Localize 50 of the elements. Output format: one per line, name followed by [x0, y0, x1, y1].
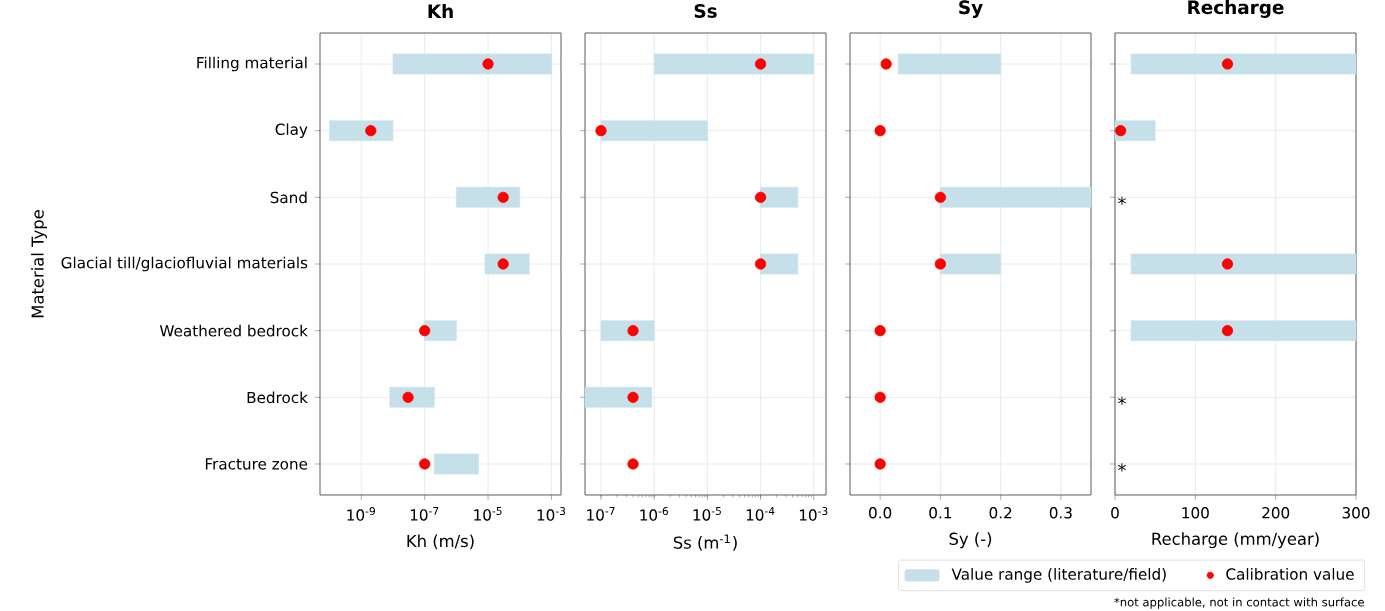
legend-label: Calibration value	[1226, 568, 1354, 580]
legend-label: Value range (literature/field)	[951, 568, 1166, 583]
x-tick-label: 0.1	[929, 507, 952, 519]
x-tick-label: 0	[1111, 507, 1119, 519]
x-tick-label: 0.3	[1049, 507, 1072, 519]
y-tick-label: Clay	[275, 123, 308, 139]
bar	[600, 120, 708, 141]
y-tick-label: Bedrock	[247, 391, 308, 404]
y-tick-label: Glacial till/glaciofluvial materials	[61, 256, 308, 272]
bar	[424, 320, 457, 341]
annotation: *	[1117, 396, 1126, 405]
x-tick-label: 0.2	[989, 507, 1012, 519]
bar	[392, 53, 552, 75]
y-tick-label: Sand	[270, 191, 307, 204]
chart-title: Ss	[694, 4, 717, 18]
y-tick-label: Filling material	[197, 56, 307, 72]
bar	[584, 387, 653, 408]
bar	[329, 120, 394, 141]
x-tick-label: 10$^{-6}$	[640, 507, 668, 521]
x-tick-label: 10$^{-7}$	[410, 507, 439, 521]
x-tick-label: 10$^{-3}$	[799, 507, 828, 521]
y-tick-label: Fracture zone	[205, 458, 308, 470]
y-tick-label: Weathered bedrock	[159, 324, 308, 337]
annotation: *	[1117, 463, 1126, 472]
chart-title: Kh	[428, 3, 453, 18]
annotation: *	[1117, 196, 1126, 205]
x-tick-label: 10$^{-5}$	[693, 507, 721, 521]
chart-title: Sy	[959, 0, 983, 18]
chart-title: Recharge	[1188, 0, 1284, 18]
x-tick-label: 10$^{-7}$	[587, 507, 615, 521]
bar	[433, 453, 479, 475]
y-axis-title: Material Type	[31, 210, 47, 318]
x-tick-label: 300	[1342, 507, 1370, 519]
bar	[600, 320, 655, 341]
bar	[760, 187, 799, 208]
x-tick-label: 10$^{-9}$	[347, 507, 375, 521]
x-axis-title: Kh (m/s)	[407, 534, 474, 550]
x-tick-label: 200	[1262, 507, 1290, 519]
bar	[760, 253, 799, 275]
bar	[456, 187, 521, 208]
x-tick-label: 100	[1182, 507, 1209, 519]
bar	[653, 53, 815, 75]
x-axis-title: Sy (-)	[949, 532, 992, 549]
x-tick-label: 10$^{-4}$	[746, 507, 775, 521]
x-axis-title: Recharge (mm/year)	[1152, 532, 1319, 549]
x-axis-title: Ss (m$^{-1}$)	[673, 534, 737, 551]
x-tick-label: 0.0	[869, 507, 892, 519]
x-tick-label: 10$^{-3}$	[537, 507, 566, 521]
x-tick-label: 10$^{-5}$	[474, 507, 502, 521]
text: *not applicable, not in contact with surface	[1114, 597, 1364, 609]
